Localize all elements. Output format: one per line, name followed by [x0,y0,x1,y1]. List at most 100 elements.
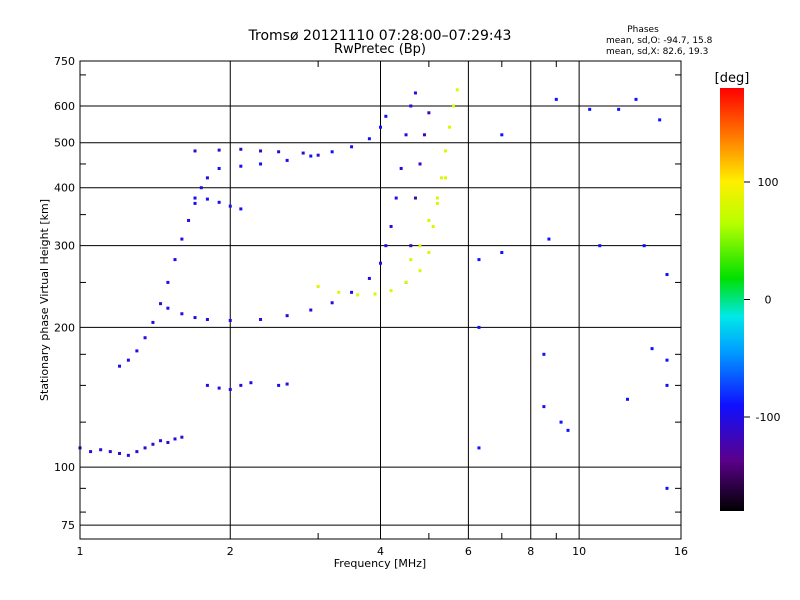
data-point [259,317,263,321]
plot-frame [79,60,682,540]
data-point [285,158,289,162]
stats-o-mode: mean, sd,O: -94.7, 15.8 [606,36,713,46]
data-point [598,244,602,248]
data-point [404,133,408,137]
data-point [542,405,546,409]
x-tick-label: 10 [572,545,586,558]
data-point [239,207,243,211]
data-point [187,218,191,222]
data-point [89,450,93,454]
data-point [205,176,209,180]
data-point [166,306,170,310]
data-point [285,382,289,386]
grid [80,61,681,539]
y-tick-labels: 75 100 200 300 400 500 600 750 [54,55,75,532]
stats-heading: Phases [627,25,659,35]
data-point [316,153,320,157]
y-axis-label: Stationary phase Virtual Height [km] [38,199,51,401]
x-tick-label: 2 [227,545,234,558]
data-point [259,162,263,166]
data-point [650,347,654,351]
data-point [180,312,184,316]
x-axis-label: Frequency [MHz] [334,557,426,570]
data-point [422,133,426,137]
data-point [409,104,413,108]
colorbar-tick-label: 0 [765,294,772,307]
axis-ticks [80,61,681,539]
data-point [217,200,221,204]
data-point [642,244,646,248]
data-point [205,383,209,387]
data-point [143,336,147,340]
data-point [413,91,417,95]
data-point [427,111,431,115]
data-point [151,320,155,324]
data-point [249,381,253,385]
data-point [554,97,558,101]
colorbar-label: [deg] [715,71,750,86]
y-tick-label: 600 [54,100,75,113]
data-point [301,151,305,155]
data-point [228,387,232,391]
chart-title: Tromsø 20121110 07:28:00–07:29:43 [248,28,512,44]
data-point [316,285,320,289]
data-point [350,145,354,149]
data-point [500,133,504,137]
data-point [259,149,263,153]
data-point [547,237,551,241]
data-point [665,358,669,362]
colorbar-tick-label: -100 [756,411,781,424]
data-point [389,224,393,228]
y-tick-label: 400 [54,182,75,195]
data-point [435,196,439,200]
data-point [228,318,232,322]
data-point [418,162,422,166]
y-tick-label: 300 [54,240,75,253]
y-tick-label: 75 [61,519,75,532]
data-point [159,302,163,306]
data-point [285,314,289,318]
data-point [199,186,203,190]
data-point [217,386,221,390]
y-tick-label: 100 [54,461,75,474]
data-point [228,204,232,208]
data-point [217,148,221,152]
data-point [118,451,122,455]
data-point [384,244,388,248]
data-point [205,317,209,321]
chart-subtitle: RwPretec (Bp) [334,42,426,57]
data-point [135,349,139,353]
x-tick-label: 8 [527,545,534,558]
data-point [309,154,313,158]
data-point [409,244,413,248]
data-point [330,150,334,154]
data-point [665,383,669,387]
data-point [193,149,197,153]
data-point [427,251,431,255]
data-point [566,428,570,432]
data-point [444,176,448,180]
data-point [309,308,313,312]
data-point [99,448,103,452]
data-point [477,446,481,450]
data-point [367,276,371,280]
data-point [151,442,155,446]
data-point [559,420,563,424]
data-point [126,358,130,362]
data-point [658,118,662,122]
data-point [448,125,452,129]
data-point [135,450,139,454]
data-point [356,293,360,297]
data-point [239,383,243,387]
data-point [277,150,281,154]
data-point [166,280,170,284]
data-point [379,261,382,265]
data-point [665,486,669,490]
y-tick-label: 200 [54,321,75,334]
data-point [159,439,163,443]
data-point [542,352,546,356]
data-point [373,292,377,296]
data-point [617,107,621,111]
data-point [193,201,197,205]
